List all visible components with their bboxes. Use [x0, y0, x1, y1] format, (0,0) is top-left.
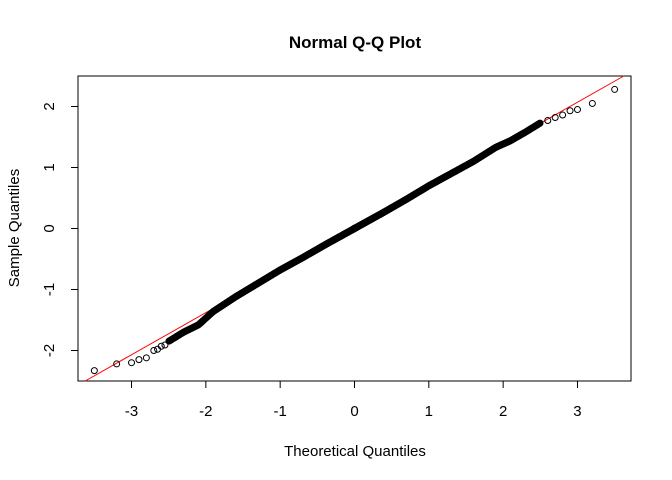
data-point — [90, 367, 98, 375]
points-layer — [90, 85, 619, 375]
data-point — [142, 354, 150, 362]
x-tick-label: 3 — [573, 403, 581, 420]
x-axis: -3 -2 -1 0 1 2 3 — [125, 380, 582, 420]
data-point — [157, 342, 165, 350]
y-tick-label: -2 — [41, 344, 58, 357]
data-point — [128, 359, 136, 367]
chart-title: Normal Q-Q Plot — [289, 33, 422, 52]
data-point — [551, 113, 559, 121]
y-tick-label: 2 — [41, 102, 58, 110]
y-axis: -2 -1 0 1 2 — [41, 102, 79, 357]
data-point — [573, 106, 581, 114]
x-tick-label: -1 — [274, 403, 287, 420]
x-tick-label: 1 — [425, 403, 433, 420]
data-point — [536, 119, 544, 127]
y-tick-label: 0 — [41, 224, 58, 232]
y-tick-label: 1 — [41, 163, 58, 171]
y-tick-label: -1 — [41, 283, 58, 296]
data-point — [588, 99, 596, 107]
data-point — [150, 347, 158, 354]
data-point — [566, 107, 574, 115]
y-axis-label: Sample Quantiles — [6, 169, 23, 287]
data-point — [611, 85, 619, 93]
x-axis-label: Theoretical Quantiles — [284, 443, 426, 460]
data-point — [113, 360, 121, 368]
x-tick-label: 2 — [499, 403, 507, 420]
x-tick-label: -3 — [125, 403, 138, 420]
x-tick-label: -2 — [199, 403, 212, 420]
x-tick-label: 0 — [350, 403, 358, 420]
data-point — [559, 111, 567, 119]
data-point — [161, 341, 169, 349]
data-point — [544, 117, 552, 125]
data-point — [135, 356, 143, 364]
